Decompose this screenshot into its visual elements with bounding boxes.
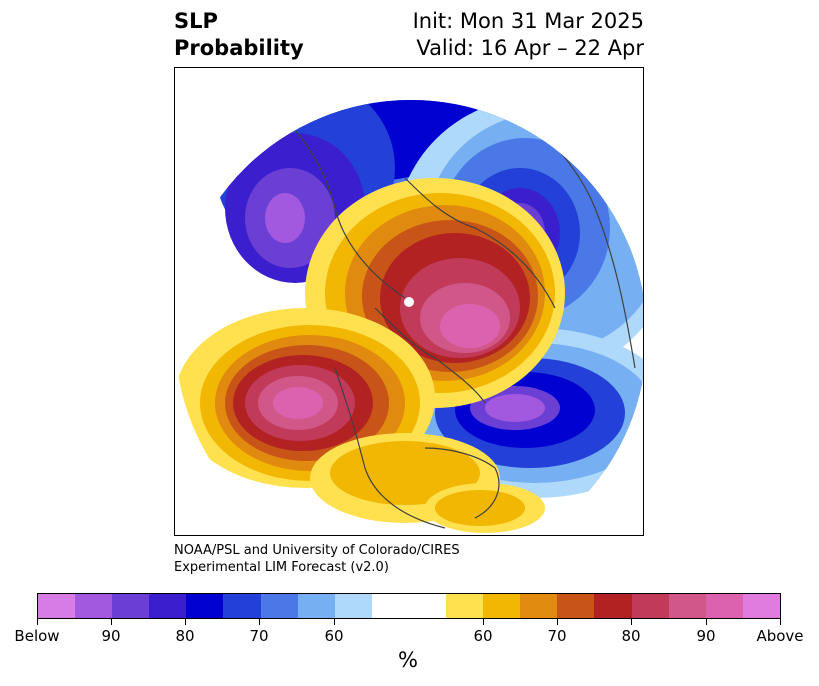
colorbar-cell (297, 594, 335, 618)
colorbar-tick-label: 70 (547, 627, 567, 645)
colorbar-tick (706, 619, 707, 625)
map-canvas (175, 100, 643, 535)
colorbar-tick (259, 619, 260, 625)
colorbar-tick (111, 619, 112, 625)
probability-map (174, 67, 644, 536)
colorbar-cell (742, 594, 780, 618)
colorbar-cell (186, 594, 224, 618)
colorbar-tick (631, 619, 632, 625)
colorbar-cell (631, 594, 669, 618)
colorbar-cell (38, 594, 76, 618)
colorbar-tick (483, 619, 484, 625)
colorbar-tick (334, 619, 335, 625)
colorbar-cell (520, 594, 558, 618)
colorbar-tick (185, 619, 186, 625)
colorbar-tick-label: 80 (621, 627, 641, 645)
colorbar-tick (37, 619, 38, 625)
colorbar-cell (594, 594, 632, 618)
colorbar-cell (149, 594, 187, 618)
credit-line-1: NOAA/PSL and University of Colorado/CIRE… (174, 543, 460, 558)
colorbar-tick (780, 619, 781, 625)
colorbar-cell (371, 594, 409, 618)
credit-block: NOAA/PSL and University of Colorado/CIRE… (174, 542, 460, 576)
colorbar-cell (260, 594, 298, 618)
colorbar-cell (112, 594, 150, 618)
colorbar-cell (75, 594, 113, 618)
colorbar-unit: % (398, 648, 418, 672)
colorbar-tick-label: 90 (696, 627, 716, 645)
colorbar (37, 593, 781, 619)
title-block-left: SLP Probability (174, 8, 304, 62)
credit-line-2: Experimental LIM Forecast (v2.0) (174, 560, 389, 575)
colorbar-cell (334, 594, 372, 618)
colorbar-cell (223, 594, 261, 618)
colorbar-tick-label: 60 (473, 627, 493, 645)
north-pole-marker (404, 297, 414, 307)
colorbar-tick (557, 619, 558, 625)
colorbar-tick-label: 60 (324, 627, 344, 645)
title-block-right: Init: Mon 31 Mar 2025 Valid: 16 Apr – 22… (413, 8, 644, 62)
above-normal-region-south (310, 433, 545, 533)
title-variable: SLP (174, 9, 218, 33)
colorbar-cell (446, 594, 484, 618)
colorbar-cell (557, 594, 595, 618)
colorbar-tick-label: 90 (101, 627, 121, 645)
colorbar-tick-label: 70 (249, 627, 269, 645)
title-product: Probability (174, 36, 304, 60)
colorbar-tick-label: Below (14, 627, 60, 645)
colorbar-cell (705, 594, 743, 618)
colorbar-cell (408, 594, 447, 618)
colorbar-cell (668, 594, 706, 618)
colorbar-tick-label: Above (756, 627, 804, 645)
valid-period: Valid: 16 Apr – 22 Apr (416, 36, 644, 60)
colorbar-cell (483, 594, 521, 618)
init-date: Init: Mon 31 Mar 2025 (412, 9, 644, 33)
colorbar-tick-label: 80 (175, 627, 195, 645)
